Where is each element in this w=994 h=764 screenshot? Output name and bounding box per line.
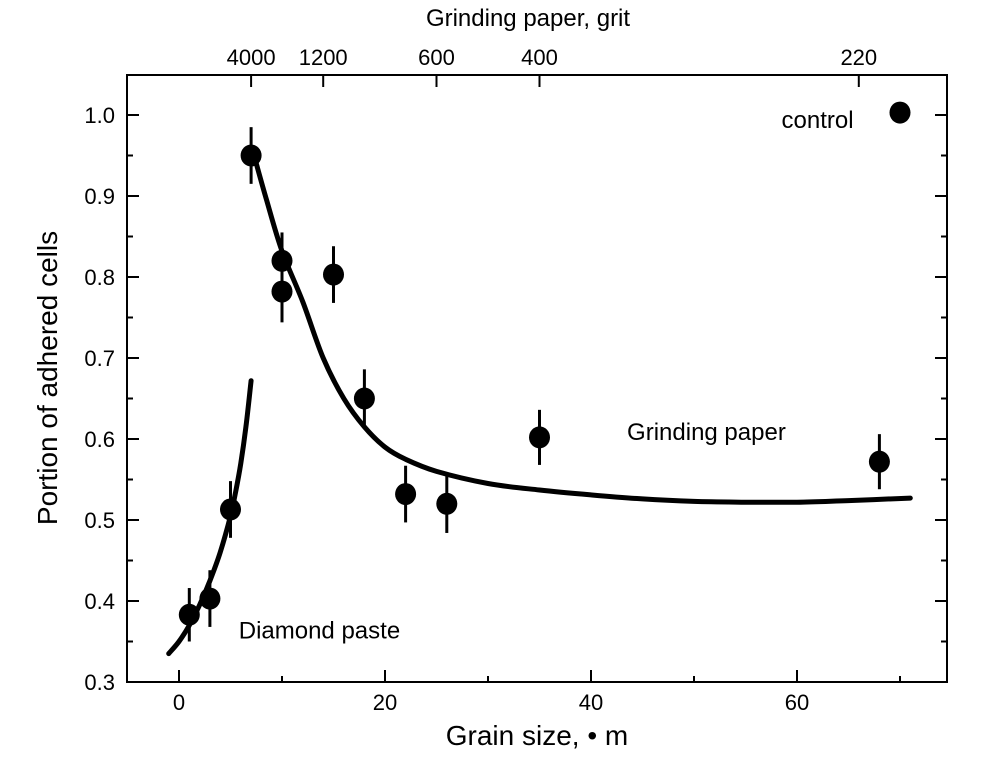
y-tick-label: 1.0: [84, 103, 115, 128]
grinding-paper-point: [240, 144, 262, 167]
grinding-paper-fit-curve: [253, 161, 913, 505]
control-point: [889, 101, 911, 124]
grinding-paper-point: [323, 263, 344, 286]
grinding-paper-point: [529, 426, 550, 449]
fit-curves: [166, 161, 913, 657]
top-axis-title: Grinding paper, grit: [426, 5, 630, 32]
diamond-paste-point: [199, 587, 221, 610]
y-tick-label: 0.4: [84, 589, 115, 614]
diamond-paste-point: [178, 603, 200, 626]
y-tick-label: 0.8: [84, 265, 115, 290]
y-axis-title: Portion of adhered cells: [32, 231, 63, 525]
top-axis-tick-label: 1200: [299, 45, 348, 70]
grinding-paper-point: [395, 483, 417, 506]
diamond-paste-fit-curve: [166, 378, 254, 657]
x-tick-label: 0: [173, 690, 185, 715]
grinding-paper-point: [353, 387, 375, 410]
y-tick-label: 0.6: [84, 427, 115, 452]
annotation-grinding-paper: Grinding paper: [627, 419, 786, 446]
y-tick-label: 0.9: [84, 184, 115, 209]
y-tick-label: 0.3: [84, 670, 115, 695]
top-axis-tick-label: 4000: [227, 45, 276, 70]
grinding-paper-point: [436, 492, 458, 515]
grinding-paper-point: [868, 450, 890, 473]
annotation-diamond-paste: Diamond paste: [239, 617, 400, 644]
plot-frame: [126, 74, 948, 683]
x-axis-title: Grain size, • m: [446, 720, 629, 751]
annotations: control Grinding paper Diamond paste: [239, 107, 854, 644]
y-tick-label: 0.5: [84, 508, 115, 533]
tick-labels: 0.3 0.4 0.5 0.6 0.7 0.8 0.9 1.0 0 20 40 60 4000 1200 6…: [84, 45, 877, 715]
diamond-paste-point: [220, 498, 241, 521]
grinding-paper-point: [271, 280, 293, 303]
y-tick-label: 0.7: [84, 346, 115, 371]
top-axis-tick-label: 400: [521, 45, 558, 70]
annotation-control: control: [782, 107, 854, 134]
top-axis-tick-label: 220: [840, 45, 877, 70]
x-tick-label: 60: [785, 690, 809, 715]
data-points: [178, 101, 911, 642]
top-axis-tick-label: 600: [418, 45, 455, 70]
x-tick-label: 20: [373, 690, 397, 715]
x-tick-label: 40: [579, 690, 603, 715]
ticks-layer: [127, 75, 947, 683]
